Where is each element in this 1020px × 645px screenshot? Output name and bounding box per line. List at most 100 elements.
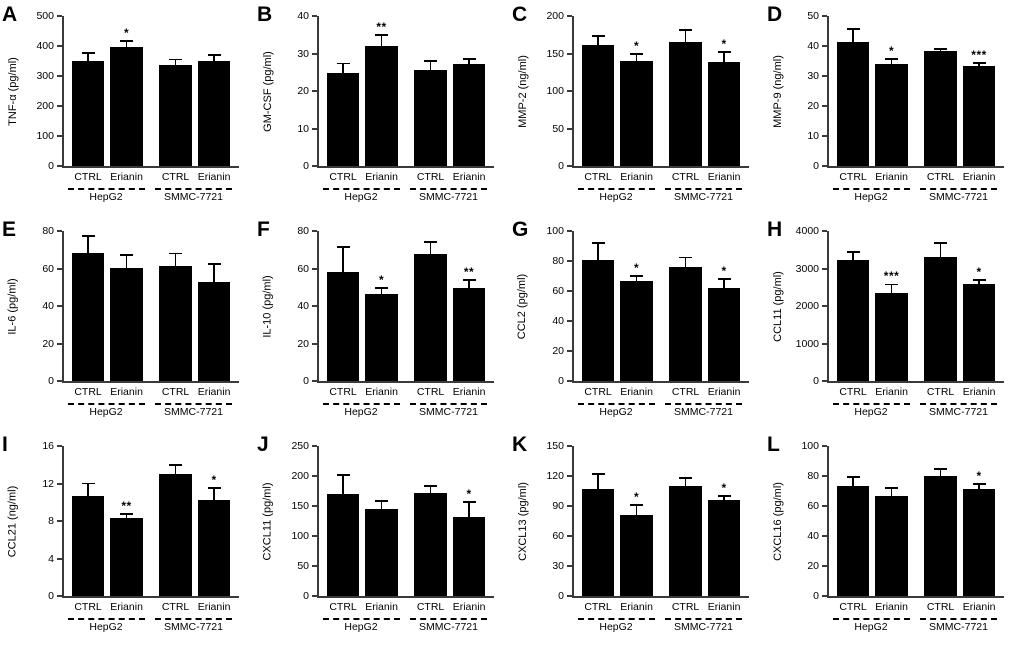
error-bar [939, 49, 942, 52]
group-row: HepG2 SMMC-7721 [829, 618, 1004, 638]
bar-series: ** [574, 446, 749, 596]
error-bar-cap [424, 59, 438, 62]
panel-f: F IL-10 (pg/ml) 0 20 40 60 80 * ** CTRL Erianin CTR… [255, 215, 510, 430]
error-bar-cap [591, 35, 605, 37]
x-axis-line [62, 381, 239, 383]
y-axis-tick-label: 0 [558, 374, 564, 387]
y-axis-tick-label: 40 [42, 299, 54, 312]
error-bar-cap [375, 287, 389, 290]
bar-slot: ** [110, 446, 143, 596]
significance-marker: * [123, 25, 130, 40]
bar-slot [836, 446, 870, 596]
y-axis-label: MMP-2 (ng/ml) [516, 16, 530, 166]
y-axis-tick [57, 445, 62, 447]
bar-slot [326, 446, 360, 596]
group-label: HepG2 [344, 191, 378, 203]
error-bar-cap [630, 53, 644, 55]
y-axis-tick [567, 260, 572, 262]
y-axis-tick-label: 20 [807, 559, 819, 572]
y-axis-line [572, 16, 574, 166]
bar-series: * [64, 16, 239, 166]
bar-slot [414, 446, 447, 596]
y-axis-tick [567, 15, 572, 17]
y-axis-tick [57, 15, 62, 17]
bar-slot [669, 16, 702, 166]
group-label: HepG2 [89, 406, 123, 418]
error-bar-cap [630, 503, 644, 506]
group-label: SMMC-7721 [164, 406, 223, 418]
bar-slot [669, 231, 702, 381]
y-axis-tick [822, 165, 827, 167]
y-axis-tick-label: 100 [36, 129, 54, 142]
bar-slot [159, 231, 192, 381]
panel-letter: F [257, 218, 270, 241]
x-axis-tick-label: Erianin [197, 171, 231, 183]
bar-slot: * [707, 446, 741, 596]
error-bar [852, 252, 854, 261]
y-axis-tick [822, 505, 827, 507]
bar-slot [414, 231, 447, 381]
y-axis-tick [57, 595, 62, 597]
y-axis-tick [312, 535, 317, 537]
y-axis-tick [312, 127, 317, 130]
y-axis-label: IL-6 (pg/ml) [6, 231, 20, 381]
bar [669, 266, 702, 381]
error-bar-cap [679, 256, 693, 259]
bar-slot [71, 16, 105, 166]
plot-area: 0 50 100 150 200 * * [546, 11, 749, 171]
panel-letter: A [2, 3, 18, 26]
error-bar-cap [630, 274, 644, 277]
y-axis-tick-label: 40 [297, 299, 309, 312]
panel-k: K CXCL13 (pg/ml) 0 30 60 90 120 150 * * CTRL Eriani… [510, 430, 765, 645]
y-axis-line [317, 231, 319, 381]
x-axis-labels: CTRL Erianin CTRL Erianin [574, 387, 749, 401]
y-axis-tick-label: 20 [807, 99, 819, 112]
x-axis-tick-label: Erianin [707, 601, 741, 613]
y-axis-tick-label: 60 [552, 529, 564, 542]
group-label: HepG2 [599, 621, 633, 633]
x-axis-labels: CTRL Erianin CTRL Erianin [319, 387, 494, 401]
x-axis-tick-label: CTRL [161, 386, 190, 398]
bar [924, 476, 957, 596]
error-bar-cap [81, 234, 95, 237]
bar [159, 64, 192, 166]
group-divider-dashed [920, 188, 997, 190]
error-bar [468, 60, 470, 64]
y-axis-tick-label: 10 [297, 122, 309, 135]
x-axis-tick-label: Erianin [452, 386, 486, 398]
panel-letter: I [2, 433, 8, 456]
bar [197, 281, 231, 381]
y-axis-tick [312, 305, 317, 307]
y-axis-tick [822, 342, 827, 345]
y-axis-tick [822, 535, 827, 537]
y-axis-tick [822, 75, 827, 77]
y-axis-label-text: GM-CSF (pg/ml) [261, 50, 274, 132]
x-axis-tick-label: Erianin [620, 171, 653, 183]
bar [414, 69, 447, 166]
y-axis-tick [822, 380, 827, 382]
bar [836, 260, 870, 381]
y-axis-tick-label: 20 [297, 337, 309, 350]
plot-area: 0 1000 2000 3000 4000 *** * [796, 226, 1004, 386]
bar-slot [197, 16, 231, 166]
group-divider-dashed [920, 618, 997, 620]
bar [620, 280, 653, 381]
x-axis-line [317, 381, 494, 383]
error-bar [978, 63, 980, 67]
error-bar-cap [375, 500, 389, 502]
y-axis-tick [312, 505, 317, 507]
error-bar [978, 281, 980, 284]
x-axis-line [62, 596, 239, 598]
group-divider-dashed [832, 403, 910, 405]
y-axis-label: IL-10 (pg/ml) [261, 231, 275, 381]
y-axis-tick-label: 50 [552, 122, 564, 135]
y-axis-tick [312, 475, 317, 477]
group-label: HepG2 [599, 406, 633, 418]
group-label: HepG2 [89, 621, 123, 633]
bar [452, 287, 486, 381]
group-divider-dashed [410, 618, 487, 620]
group-label: SMMC-7721 [164, 621, 223, 633]
y-axis-label-text: TNF-α (pg/ml) [6, 56, 19, 126]
panel-letter: E [2, 218, 17, 241]
group-label: HepG2 [344, 406, 378, 418]
